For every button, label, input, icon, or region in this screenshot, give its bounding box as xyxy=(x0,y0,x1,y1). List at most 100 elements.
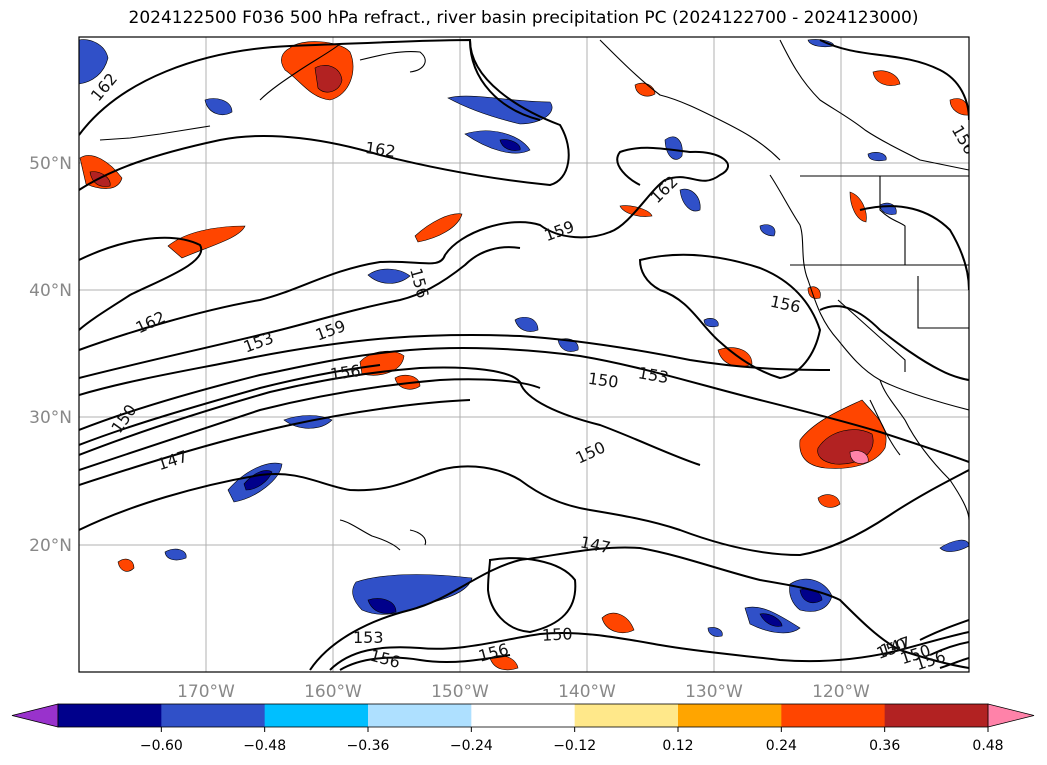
coastline-aleutians xyxy=(99,125,211,141)
precip-blob-negative xyxy=(514,317,539,332)
contour-156 xyxy=(819,39,969,121)
colorbar-segment xyxy=(264,704,369,727)
colorbar-segment xyxy=(574,704,679,727)
contour-147 xyxy=(919,619,969,641)
precip-blob-positive xyxy=(872,70,901,86)
precip-blob-positive xyxy=(601,612,635,633)
precip-blob-negative xyxy=(164,548,187,561)
precip-blob-positive xyxy=(849,191,867,223)
precip-blob-negative xyxy=(759,613,783,627)
contour-153 xyxy=(819,305,969,381)
contour-147 xyxy=(309,546,969,671)
lon-label: 160°W xyxy=(304,682,362,702)
precip-blob-positive xyxy=(817,494,841,508)
colorbar-tick-label: 0.36 xyxy=(869,738,900,754)
contour-label: 150 xyxy=(587,369,620,392)
lat-label: 40°N xyxy=(29,281,72,301)
precip-blob-negative xyxy=(939,539,969,552)
precip-blob-negative xyxy=(679,188,701,212)
coastline-alaska xyxy=(359,51,426,73)
colorbar-segment xyxy=(678,704,782,727)
contour-label: 156 xyxy=(329,361,362,384)
colorbar: −0.60 −0.48 −0.36 −0.24 −0.12 0.12 0.24 0.36 0.4… xyxy=(11,703,1035,754)
coastline xyxy=(769,174,969,411)
colorbar-tick-label: 0.12 xyxy=(662,738,693,754)
coastline-hawaii xyxy=(409,529,427,546)
precip-blob-negative xyxy=(204,98,233,115)
contour-147 xyxy=(79,378,541,471)
state-border xyxy=(879,176,906,265)
colorbar-tick-label: −0.12 xyxy=(553,738,596,754)
contour-156 xyxy=(638,253,822,380)
contour-150 xyxy=(79,465,969,557)
colorbar-segment xyxy=(471,704,576,727)
contour-150 xyxy=(79,347,969,463)
state-border xyxy=(837,299,906,372)
precip-blob-positive xyxy=(79,155,123,189)
coastlines xyxy=(99,39,969,551)
contour-162 xyxy=(469,39,541,121)
colorbar-extend-high xyxy=(987,703,1035,728)
contour-label: 150 xyxy=(541,624,572,645)
map-title: 2024122500 F036 500 hPa refract., river … xyxy=(128,8,919,28)
colorbar-tick-label: 0.48 xyxy=(972,738,1003,754)
precip-blob-positive xyxy=(414,213,463,243)
precip-blob-negative xyxy=(759,224,776,237)
latitude-labels: 50°N 40°N 30°N 20°N xyxy=(29,154,72,556)
contour-153 xyxy=(339,654,511,671)
contour-159 xyxy=(79,146,729,351)
coastline-hawaii xyxy=(339,519,401,551)
colorbar-segment xyxy=(781,704,886,727)
precip-blob-negative xyxy=(367,268,411,284)
precip-blob-negative xyxy=(447,95,553,125)
coastline-alaska xyxy=(259,43,341,101)
contour-150 xyxy=(79,366,701,466)
precip-blob-negative xyxy=(499,139,521,151)
precip-blob-positive xyxy=(717,347,753,367)
contour-label: 153 xyxy=(353,628,384,647)
refractivity-contours xyxy=(79,38,969,671)
precip-blob-positive xyxy=(849,450,869,464)
colorbar-segment xyxy=(58,704,162,727)
colorbar-segment xyxy=(161,704,266,727)
lon-label: 120°W xyxy=(812,682,870,702)
precip-blob-positive xyxy=(117,558,135,572)
longitude-labels: 170°W 160°W 150°W 140°W 130°W 120°W xyxy=(177,682,870,702)
contour-156 xyxy=(939,657,969,669)
precip-blob-positive xyxy=(949,98,969,116)
precip-blob-negative xyxy=(867,152,887,162)
graticule xyxy=(79,37,969,672)
colorbar-segment xyxy=(884,704,989,727)
coastline-alaska xyxy=(599,39,781,161)
precip-blob-negative xyxy=(664,136,683,160)
colorbar-tick-label: −0.48 xyxy=(243,738,286,754)
coastline xyxy=(869,399,901,456)
contour-147 xyxy=(486,557,577,634)
contour-153 xyxy=(859,205,969,291)
lat-label: 50°N xyxy=(29,154,72,174)
contour-150 xyxy=(929,641,969,656)
lon-label: 140°W xyxy=(558,682,616,702)
contour-153 xyxy=(79,333,831,396)
map-panel xyxy=(79,37,969,672)
map-frame xyxy=(78,36,970,673)
precip-blob-negative xyxy=(703,318,719,328)
colorbar-tick-label: −0.60 xyxy=(140,738,183,754)
contour-150 xyxy=(329,631,969,671)
precip-blob-negative xyxy=(707,627,723,637)
contour-162 xyxy=(79,236,203,331)
colorbar-tick-label: −0.36 xyxy=(347,738,390,754)
contour-150 xyxy=(79,364,381,446)
lon-label: 170°W xyxy=(177,682,235,702)
state-border xyxy=(917,276,969,329)
contour-label: 162 xyxy=(364,138,397,161)
colorbar-frame xyxy=(57,703,989,728)
lat-label: 30°N xyxy=(29,408,72,428)
precip-blob-negative xyxy=(367,598,397,614)
lat-label: 20°N xyxy=(29,536,72,556)
contour-147 xyxy=(79,399,471,486)
precip-blob-negative xyxy=(79,39,109,85)
colorbar-tick-label: 0.24 xyxy=(766,738,797,754)
colorbar-segment xyxy=(368,704,472,727)
lon-label: 150°W xyxy=(431,682,489,702)
